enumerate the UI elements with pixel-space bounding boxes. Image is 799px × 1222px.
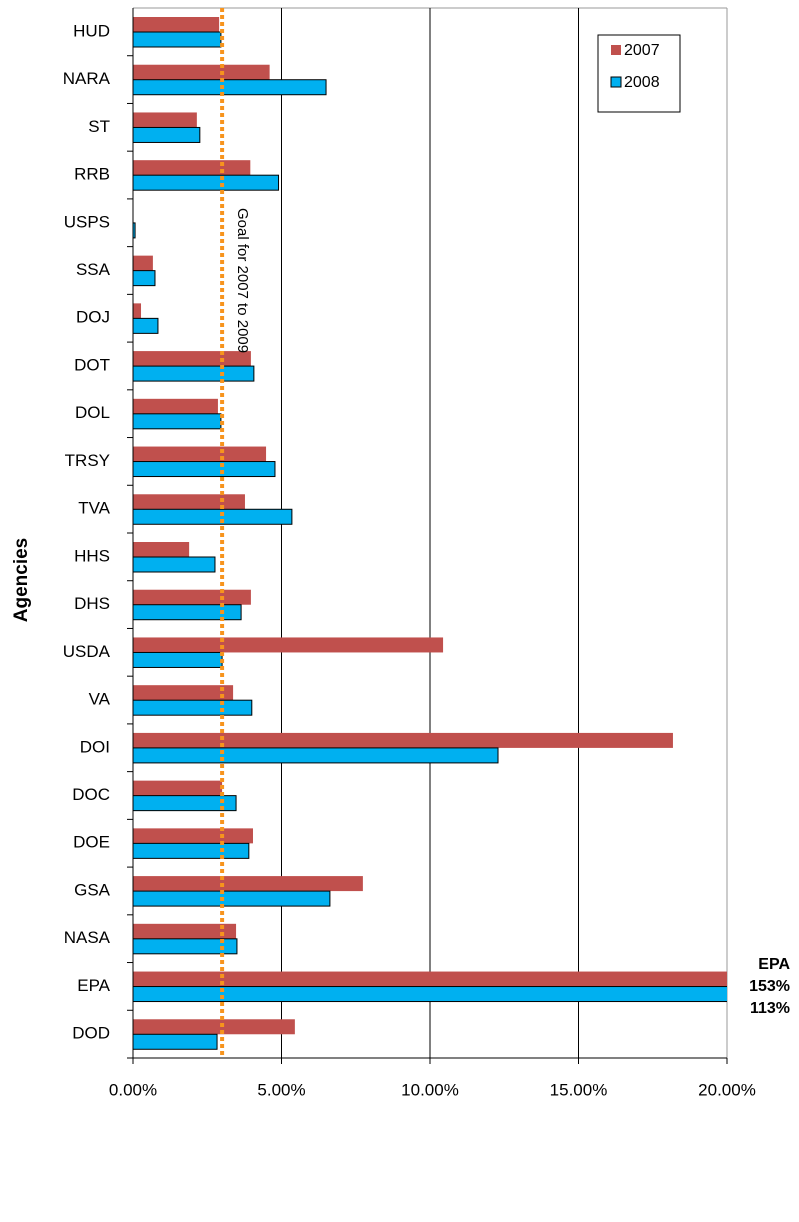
bar: [133, 876, 363, 892]
legend-swatch: [611, 45, 621, 55]
bar: [133, 604, 242, 621]
bar: [133, 938, 238, 955]
bar: [133, 222, 136, 239]
bar: [133, 732, 673, 748]
y-tick-label: NASA: [64, 928, 111, 947]
y-tick-label: DOE: [73, 833, 110, 852]
bar: [133, 1033, 218, 1050]
y-tick-label: USPS: [64, 212, 110, 231]
bar: [133, 351, 251, 367]
bar: [133, 270, 156, 287]
goal-label: Goal for 2007 to 2009: [234, 208, 251, 353]
bar: [133, 685, 234, 701]
bar: [133, 890, 331, 907]
bar: [133, 160, 251, 176]
bar: [133, 112, 197, 128]
x-tick-label: 5.00%: [257, 1080, 305, 1099]
y-tick-label: USDA: [63, 642, 111, 661]
y-tick-label: HHS: [74, 546, 110, 565]
bar: [133, 971, 727, 987]
y-tick-label: DOC: [72, 785, 110, 804]
legend-label: 2008: [624, 74, 660, 91]
bar: [133, 542, 190, 557]
bar: [133, 828, 253, 844]
bar: [133, 398, 218, 414]
y-tick-label: EPA: [77, 976, 110, 995]
bar: [133, 556, 216, 573]
bars: [133, 17, 727, 1050]
bar: [133, 986, 727, 1003]
bar: [133, 780, 223, 796]
x-tick-label: 0.00%: [109, 1080, 157, 1099]
bar: [133, 1019, 295, 1035]
bar: [133, 842, 250, 859]
bar: [133, 923, 237, 939]
y-tick-label: DOI: [80, 737, 110, 756]
x-tick-label: 20.00%: [698, 1080, 756, 1099]
annotation: EPA: [758, 956, 790, 973]
bar: [133, 446, 267, 462]
y-tick-label: VA: [89, 690, 111, 709]
x-tick-label: 10.00%: [401, 1080, 459, 1099]
bar: [133, 699, 253, 716]
bar: [133, 747, 499, 764]
value-label: 113%: [750, 1000, 790, 1017]
legend-swatch: [610, 76, 622, 88]
bar: [133, 317, 159, 334]
bar: [133, 174, 280, 191]
y-tick-label: DHS: [74, 594, 110, 613]
bar: [133, 589, 251, 605]
y-tick-label: TRSY: [65, 451, 110, 470]
y-tick-label: HUD: [73, 21, 110, 40]
legend-label: 2007: [624, 42, 660, 59]
y-axis-label: Agencies: [11, 538, 32, 622]
bar: [133, 17, 220, 32]
bar: [133, 31, 222, 48]
bar: [133, 303, 142, 319]
y-tick-label: DOD: [72, 1024, 110, 1043]
y-tick-label: DOL: [75, 403, 110, 422]
bar: [133, 461, 276, 478]
y-tick-label: SSA: [76, 260, 111, 279]
bar: [133, 508, 293, 525]
y-tick-label: NARA: [63, 69, 111, 88]
bar: [133, 494, 245, 510]
bar: [133, 637, 444, 653]
bar: [133, 64, 270, 80]
x-tick-label: 15.00%: [550, 1080, 608, 1099]
bar: [133, 413, 222, 430]
bar: [133, 795, 237, 812]
bar: [133, 126, 201, 143]
y-tick-label: DOT: [74, 355, 110, 374]
y-tick-label: DOJ: [76, 308, 110, 327]
y-tick-label: RRB: [74, 165, 110, 184]
bar: [133, 79, 327, 96]
bar: [133, 651, 223, 668]
bar: [133, 365, 255, 382]
y-tick-label: ST: [88, 117, 110, 136]
bar: [133, 255, 153, 271]
y-tick-label: TVA: [78, 499, 110, 518]
y-tick-label: GSA: [74, 880, 111, 899]
value-label: 153%: [749, 978, 790, 995]
